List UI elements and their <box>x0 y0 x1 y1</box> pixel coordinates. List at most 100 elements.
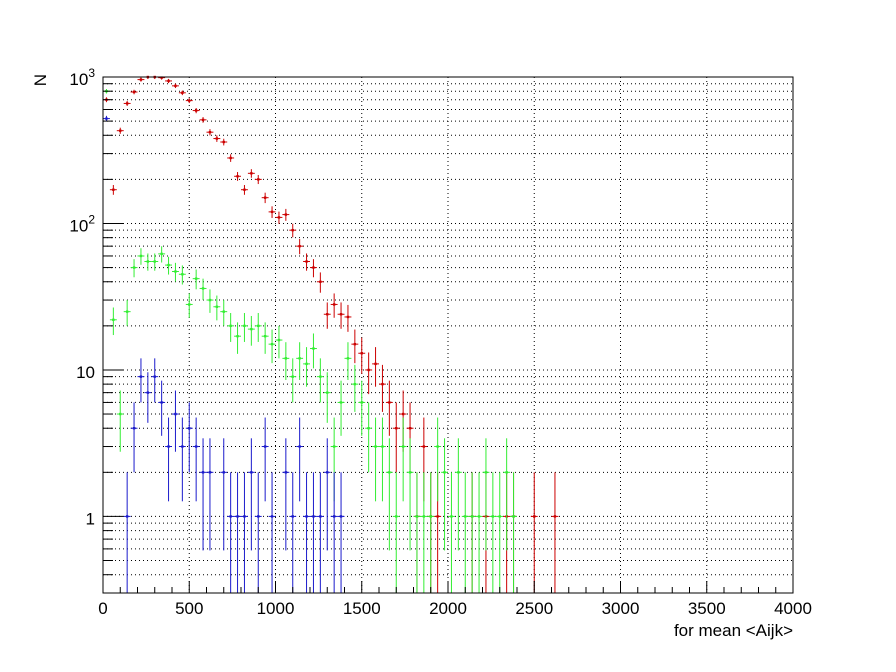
y-axis-label: N <box>31 74 50 86</box>
data-point <box>339 401 343 404</box>
x-tick-label: 2500 <box>515 599 553 618</box>
data-point <box>236 334 239 338</box>
data-point <box>277 338 281 342</box>
data-point <box>132 427 136 430</box>
data-point <box>284 471 288 474</box>
data-point <box>270 210 274 214</box>
data-point <box>236 175 239 178</box>
data-point <box>229 324 232 328</box>
data-point <box>305 362 308 366</box>
data-point <box>388 401 391 404</box>
data-point <box>174 84 177 88</box>
data-point <box>319 280 322 283</box>
data-point <box>443 471 446 474</box>
data-point <box>360 352 363 355</box>
data-point <box>429 515 432 518</box>
data-point <box>139 254 143 258</box>
data-point <box>119 129 122 132</box>
data-point <box>229 156 232 160</box>
data-point <box>125 102 129 105</box>
data-point <box>188 99 191 102</box>
data-point <box>160 76 163 79</box>
data-point <box>250 172 253 175</box>
data-point <box>374 445 377 448</box>
data-point <box>374 362 377 366</box>
data-point <box>208 298 212 302</box>
data-point <box>284 357 288 360</box>
data-point <box>395 515 398 518</box>
data-point <box>353 342 357 346</box>
data-point <box>422 515 426 518</box>
x-tick-label: 500 <box>175 599 203 618</box>
data-point <box>215 305 219 308</box>
data-point <box>153 375 156 378</box>
data-point <box>250 327 253 331</box>
plot-frame <box>102 76 794 594</box>
x-tick-label: 3500 <box>688 599 726 618</box>
data-point <box>319 375 322 378</box>
data-point <box>215 137 219 140</box>
data-point <box>367 427 370 430</box>
data-point <box>243 515 246 518</box>
data-point <box>125 515 129 518</box>
data-point <box>498 515 501 518</box>
data-point <box>291 515 294 518</box>
data-point <box>298 357 301 360</box>
data-point <box>105 117 108 120</box>
data-point <box>181 273 184 276</box>
data-point <box>270 515 274 518</box>
data-point <box>512 515 515 518</box>
data-point <box>319 515 322 518</box>
data-point <box>112 318 115 321</box>
data-point <box>326 313 329 316</box>
data-point <box>257 515 260 518</box>
data-point <box>477 515 481 518</box>
data-point <box>312 347 315 350</box>
x-axis-label: for mean <Aijk> <box>674 621 793 640</box>
data-point <box>422 445 426 448</box>
data-point <box>250 471 253 474</box>
series-2 <box>103 115 345 593</box>
data-point <box>243 324 246 328</box>
data-point <box>263 196 267 199</box>
data-point <box>125 310 129 313</box>
data-point <box>167 445 170 448</box>
data-point <box>332 515 336 518</box>
series-layer <box>103 75 559 593</box>
data-point <box>201 118 205 122</box>
data-point <box>291 228 294 232</box>
data-point <box>201 471 205 474</box>
y-tick-label: 1 <box>86 509 95 528</box>
data-point <box>450 515 453 518</box>
data-point <box>222 140 225 144</box>
data-point <box>353 382 357 386</box>
data-point <box>132 266 136 269</box>
data-point <box>181 91 184 95</box>
data-point <box>167 263 170 267</box>
data-point <box>401 445 405 448</box>
data-point <box>263 445 267 448</box>
data-point <box>298 244 301 248</box>
data-point <box>174 270 177 273</box>
data-point <box>464 515 467 518</box>
data-point <box>160 252 163 256</box>
data-point <box>339 515 343 518</box>
data-point <box>360 401 363 404</box>
data-point <box>470 515 474 518</box>
data-point <box>408 427 412 430</box>
x-tick-label: 1000 <box>257 599 295 618</box>
data-point <box>153 260 156 263</box>
data-point <box>312 515 315 518</box>
data-point <box>222 471 225 474</box>
data-point <box>346 315 350 319</box>
data-point <box>298 445 301 448</box>
data-point <box>194 277 198 280</box>
data-point <box>257 178 260 181</box>
data-point <box>505 471 508 474</box>
grid <box>103 77 793 594</box>
data-point <box>484 471 488 474</box>
x-tick-label: 1500 <box>343 599 381 618</box>
data-point <box>401 412 405 416</box>
data-point <box>236 515 239 518</box>
